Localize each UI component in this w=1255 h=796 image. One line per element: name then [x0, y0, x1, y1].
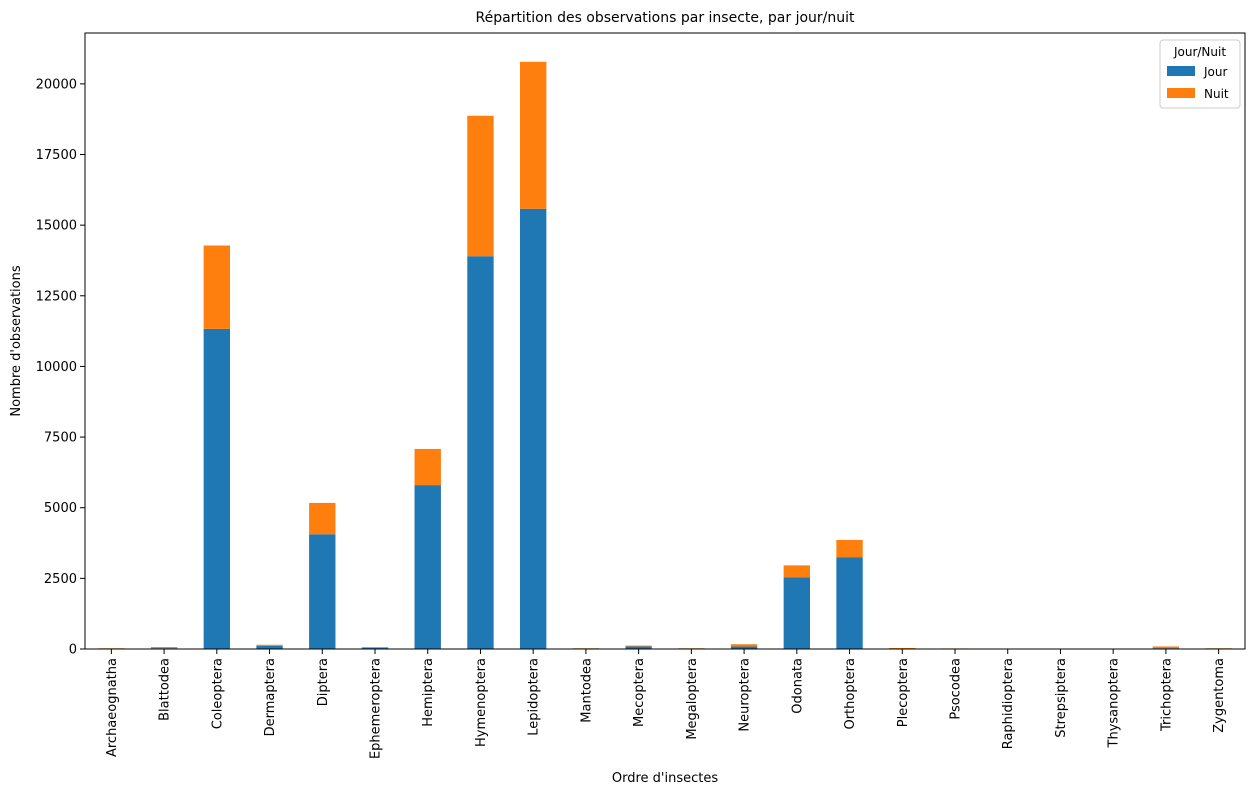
y-tick-label: 15000 [36, 219, 77, 234]
bar-coleoptera-nuit [203, 245, 230, 329]
x-tick-label: Archaeognatha [105, 658, 120, 757]
bar-blattodea-nuit [150, 647, 178, 649]
y-tick-label: 20000 [36, 77, 77, 92]
bar-mecoptera-nuit [625, 645, 652, 647]
bar-mecoptera-jour [625, 646, 652, 649]
bar-hemiptera-nuit [414, 448, 441, 486]
x-tick-label: Zygentoma [1212, 658, 1227, 733]
x-tick-label: Thysanoptera [1107, 658, 1122, 748]
bar-dermaptera-nuit [256, 644, 283, 646]
bar-odonata-jour [783, 577, 810, 649]
x-tick-label: Diptera [316, 658, 331, 706]
x-tick-label: Trichoptera [1159, 658, 1174, 732]
x-tick-label: Ephemeroptera [369, 658, 384, 759]
legend-label-jour: Jour [1203, 65, 1227, 79]
bar-hemiptera-jour [414, 485, 441, 649]
legend-label-nuit: Nuit [1204, 87, 1229, 101]
y-tick-label: 0 [69, 643, 77, 658]
legend-swatch-jour [1167, 66, 1195, 76]
bar-ephemeroptera-nuit [361, 647, 389, 648]
bar-dermaptera-jour [256, 645, 283, 649]
x-tick-label: Neuroptera [738, 658, 753, 732]
bar-ephemeroptera-jour [361, 647, 389, 649]
x-tick-label: Strepsiptera [1054, 658, 1069, 738]
bar-plecoptera-nuit [889, 648, 916, 649]
x-tick-label: Orthoptera [843, 658, 858, 730]
bar-orthoptera-nuit [836, 539, 863, 558]
x-tick-label: Blattodea [158, 658, 173, 721]
x-tick-label: Lepidoptera [527, 658, 542, 736]
legend: Jour/Nuit Jour Nuit [1159, 39, 1241, 109]
x-axis: Archaeognatha Blattodea Coleoptera Dermapte… [105, 649, 1227, 759]
legend-title: Jour/Nuit [1173, 45, 1226, 59]
x-tick-label: Odonata [790, 658, 805, 714]
x-tick-label: Mecoptera [632, 658, 647, 727]
bar-neuroptera-nuit [730, 644, 758, 647]
x-tick-label: Mantodea [579, 658, 594, 723]
y-tick-label: 17500 [36, 148, 77, 163]
y-tick-label: 2500 [44, 572, 77, 587]
x-tick-label: Dermaptera [263, 658, 278, 736]
x-tick-label: Hymenoptera [474, 658, 489, 747]
bar-diptera-nuit [309, 502, 336, 535]
y-tick-label: 12500 [36, 289, 77, 304]
bar-orthoptera-jour [836, 557, 863, 649]
y-tick-label: 5000 [44, 501, 77, 516]
bar-hymenoptera-jour [467, 256, 494, 649]
x-tick-label: Hemiptera [421, 658, 436, 727]
y-axis-label: Nombre d'observations [9, 265, 24, 416]
x-tick-label: Plecoptera [896, 658, 911, 727]
bar-lepidoptera-jour [520, 208, 547, 649]
bar-trichoptera-nuit [1152, 646, 1180, 649]
bar-diptera-jour [309, 534, 336, 649]
bars-layer [98, 61, 1232, 650]
x-tick-label: Coleoptera [210, 658, 225, 729]
bar-coleoptera-jour [203, 328, 230, 649]
bar-neuroptera-jour [730, 646, 758, 649]
chart-title: Répartition des observations par insecte… [475, 10, 855, 26]
x-tick-label: Raphidioptera [1001, 658, 1016, 749]
plot-frame [84, 32, 1246, 650]
bar-hymenoptera-nuit [467, 115, 494, 257]
x-axis-label: Ordre d'insectes [612, 771, 718, 786]
x-tick-label: Psocodea [949, 658, 964, 720]
legend-swatch-nuit [1167, 88, 1195, 98]
y-tick-label: 7500 [44, 431, 77, 446]
x-tick-label: Megaloptera [685, 658, 700, 740]
bar-lepidoptera-nuit [520, 61, 547, 209]
y-axis: 0 2500 5000 7500 10000 12500 15000 17500 20000 [36, 77, 85, 658]
y-tick-label: 10000 [36, 360, 77, 375]
bar-odonata-nuit [783, 565, 810, 578]
